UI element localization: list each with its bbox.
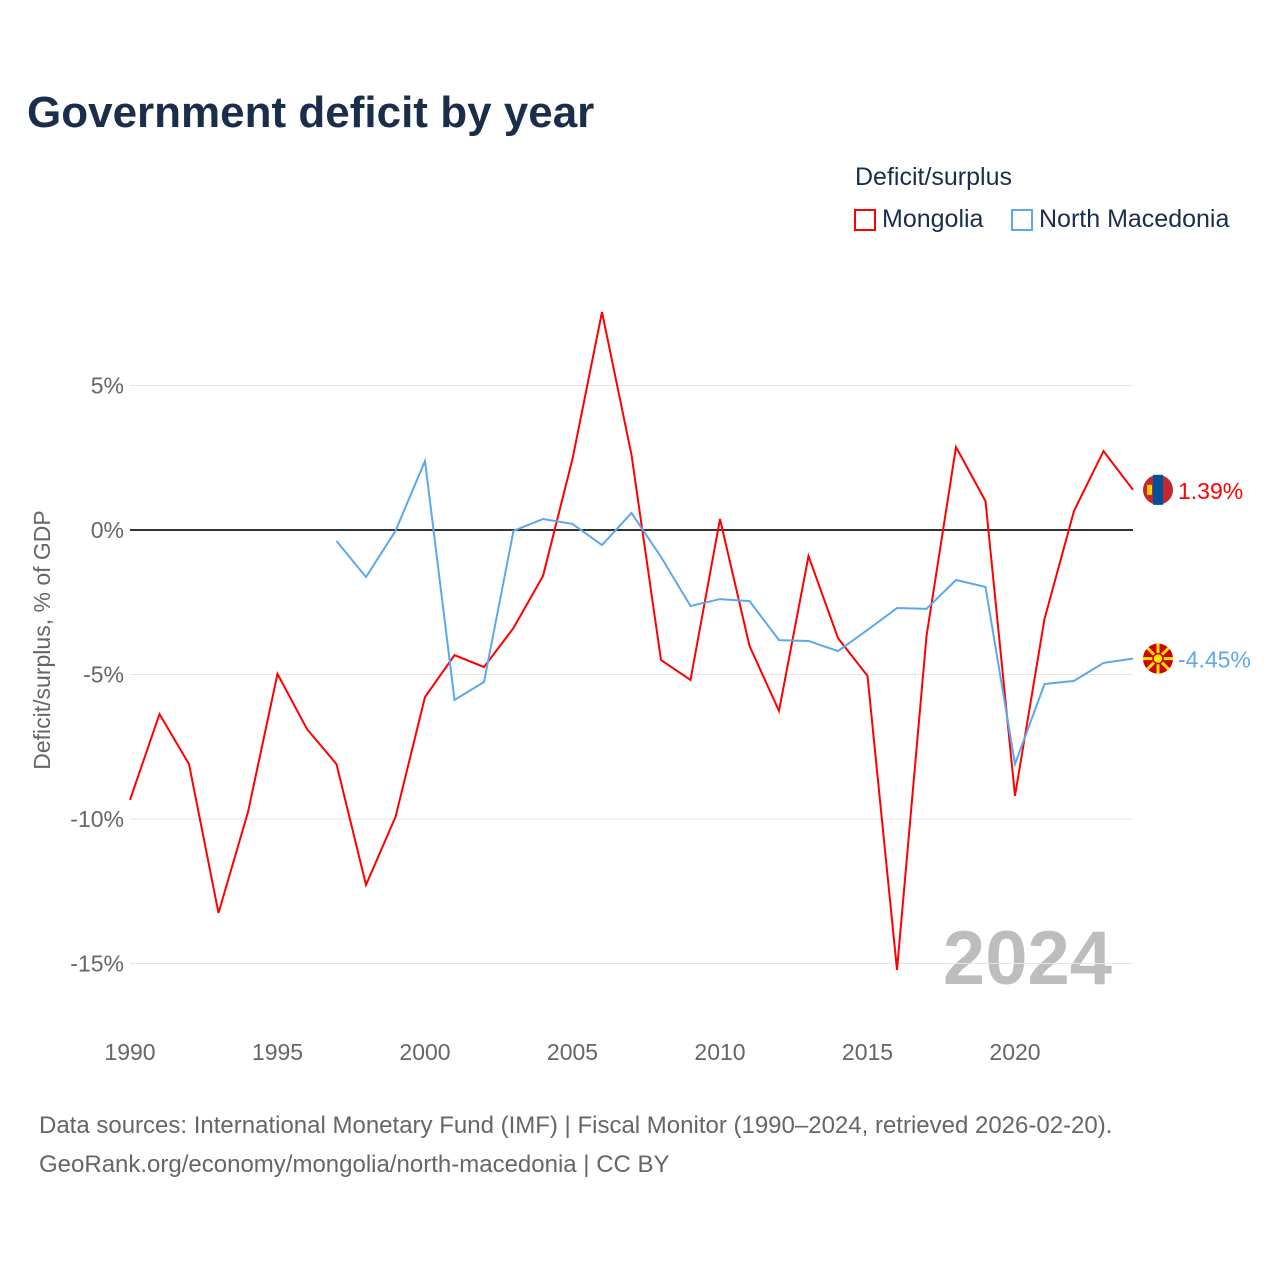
series-line-north-macedonia [335, 457, 1134, 768]
series-line-mongolia [129, 311, 1134, 970]
x-tick-label: 2000 [399, 1039, 450, 1065]
legend-item-mongolia[interactable]: Mongolia [854, 205, 983, 234]
y-tick-label: -15% [70, 951, 124, 977]
end-value-label: 1.39% [1178, 478, 1243, 504]
y-axis-label: Deficit/surplus, % of GDP [29, 510, 55, 769]
x-tick-label: 2010 [694, 1039, 745, 1065]
x-tick-label: 2005 [547, 1039, 598, 1065]
x-tick-label: 1990 [104, 1039, 155, 1065]
legend-label: Mongolia [882, 205, 984, 233]
flag-sun [1152, 652, 1164, 665]
legend-swatch-mongolia [854, 208, 876, 231]
end-value-label: -4.45% [1178, 647, 1251, 673]
flag-soyombo [1147, 484, 1152, 495]
data-source-text: Data sources: International Monetary Fun… [39, 1112, 1113, 1139]
attribution-link[interactable]: GeoRank.org/economy/mongolia/north-maced… [39, 1151, 670, 1178]
footer: Data sources: International Monetary Fun… [39, 1106, 1112, 1184]
flag-stripe [1153, 474, 1163, 505]
legend-swatch-north-macedonia [1011, 208, 1033, 231]
y-tick-label: 0% [91, 517, 124, 543]
x-tick-label: 2015 [842, 1039, 893, 1065]
y-tick-label: 5% [91, 373, 124, 399]
y-tick-label: -5% [83, 662, 124, 688]
chart-title: Government deficit by year [27, 88, 595, 137]
mongolia-flag-icon [1143, 474, 1173, 505]
x-tick-label: 2020 [989, 1039, 1040, 1065]
legend-item-north-macedonia[interactable]: North Macedonia [1011, 205, 1229, 234]
north-macedonia-flag-icon [1143, 643, 1173, 674]
legend-title: Deficit/surplus [855, 163, 1012, 191]
year-watermark: 2024 [943, 916, 1112, 1001]
y-tick-label: -10% [70, 806, 124, 832]
x-tick-label: 1995 [252, 1039, 303, 1065]
legend-label: North Macedonia [1039, 205, 1230, 233]
